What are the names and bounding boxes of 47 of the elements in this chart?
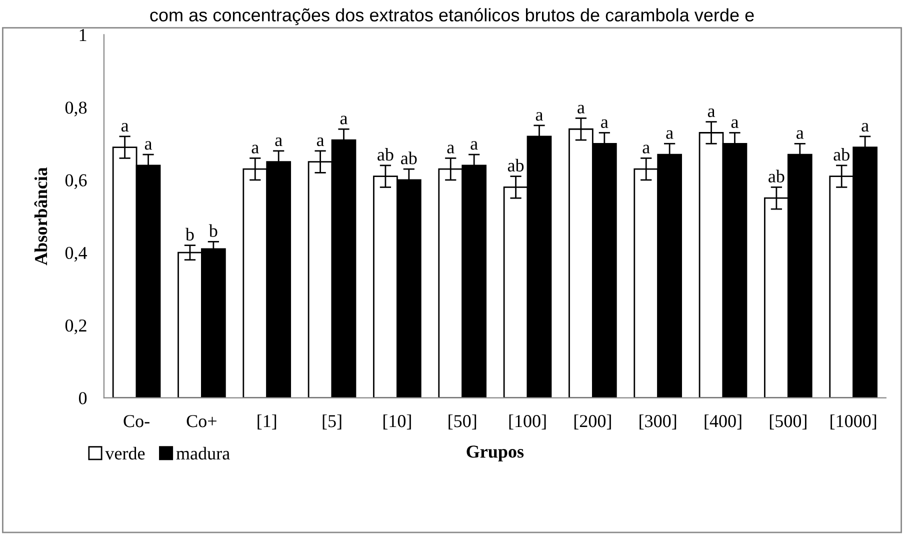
annotation: a bbox=[796, 130, 804, 139]
y-tick-label: 0 bbox=[78, 392, 87, 404]
x-tick-label: Co- bbox=[124, 415, 150, 428]
x-tick-label: [50] bbox=[448, 414, 476, 430]
x-tick-label: [500] bbox=[770, 414, 806, 430]
annotation: a bbox=[708, 108, 716, 118]
annotation: b bbox=[208, 224, 218, 237]
chart-title: com as concentrações dos extratos etanólicos brutos de carambola verde e bbox=[150, 8, 754, 26]
x-tick-label: [100] bbox=[509, 414, 546, 430]
annotation: a bbox=[144, 141, 152, 150]
annotation: a bbox=[340, 116, 348, 124]
x-tick-label: Co+ bbox=[186, 415, 216, 428]
annotation: ab bbox=[508, 158, 524, 172]
annotation: a bbox=[578, 104, 585, 114]
annotation: ab bbox=[401, 152, 417, 164]
y-tick-label: 0,8 bbox=[65, 102, 87, 116]
annotation: ab bbox=[378, 148, 394, 161]
x-tick-label: [400] bbox=[704, 414, 742, 430]
annotation: a bbox=[666, 130, 674, 139]
annotation: a bbox=[642, 144, 650, 154]
y-axis-title: Absorbância bbox=[34, 167, 48, 266]
y-tick-label: 0,4 bbox=[65, 246, 88, 262]
annotation: a bbox=[862, 122, 869, 132]
y-tick-label: 0,2 bbox=[65, 319, 86, 334]
x-tick-label: [10] bbox=[383, 414, 411, 430]
annotation: a bbox=[447, 144, 454, 154]
x-tick-label: [5] bbox=[322, 414, 342, 430]
y-tick-label: 1 bbox=[80, 29, 86, 41]
annotation: a bbox=[121, 122, 129, 132]
annotation: ab bbox=[834, 148, 850, 161]
x-tick-label: [300] bbox=[640, 414, 676, 430]
y-tick-label: 0,6 bbox=[65, 174, 87, 189]
annotation: a bbox=[470, 141, 478, 150]
x-tick-label: [200] bbox=[574, 414, 611, 430]
annotation: b bbox=[185, 228, 194, 241]
annotation: ab bbox=[768, 170, 784, 182]
x-tick-label: [1000] bbox=[830, 414, 876, 430]
legend-label: madura bbox=[176, 446, 230, 460]
annotation: a bbox=[536, 112, 544, 121]
annotation: a bbox=[252, 144, 259, 154]
annotation: a bbox=[316, 138, 324, 146]
legend-label: verde bbox=[105, 446, 145, 460]
x-tick-label: [1] bbox=[258, 414, 276, 430]
x-axis-title: Grupos bbox=[466, 446, 524, 462]
annotation: a bbox=[601, 119, 608, 128]
annotation: a bbox=[731, 119, 738, 128]
annotation: a bbox=[275, 138, 282, 146]
